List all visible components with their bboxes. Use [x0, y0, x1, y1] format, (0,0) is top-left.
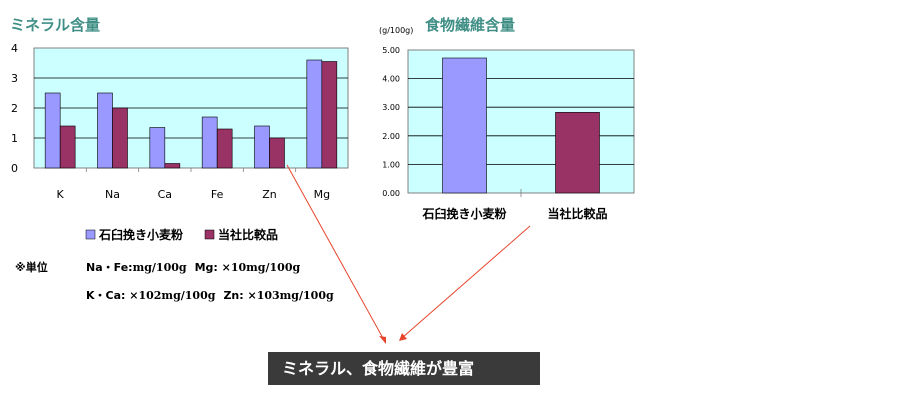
bar-stone-milled-Fe	[201, 116, 218, 169]
y-tick-label: 1	[11, 132, 18, 145]
bar-comparison-Ca	[164, 163, 181, 169]
x-category-label: Fe	[211, 188, 224, 201]
fiber-unit-label: (g/100g)	[379, 26, 413, 35]
banner-text: ミネラル、食物繊維が豊富	[282, 359, 474, 378]
y-tick-label: 5.00	[382, 46, 400, 55]
y-tick-label: 1.00	[382, 160, 400, 169]
x-category-label: Mg	[314, 188, 330, 201]
fiber-bar-stone-milled	[442, 57, 487, 194]
bar-stone-milled-Ca	[149, 127, 166, 169]
arrowhead-minerals	[379, 336, 386, 344]
mineral-chart-title: ミネラル含量	[10, 16, 100, 34]
bar-comparison-Zn	[269, 137, 285, 169]
x-category-label: 当社比較品	[547, 206, 607, 221]
conclusion-banner: ミネラル、食物繊維が豊富	[268, 352, 540, 385]
y-tick-label: 3.00	[382, 103, 400, 112]
bar-comparison-Na	[112, 107, 128, 169]
unit-note-label: ※単位	[15, 260, 48, 274]
bar-comparison-Fe	[216, 128, 233, 169]
arrow-from-minerals	[286, 164, 385, 341]
unit-note-line1: Na・Fe:mg/100g Mg: ×10mg/100g	[86, 261, 300, 274]
arrows	[286, 164, 531, 344]
unit-notes: ※単位 Na・Fe:mg/100g Mg: ×10mg/100g K・Ca: ×1…	[15, 260, 334, 302]
fiber-plot-area	[407, 49, 635, 194]
fiber-chart: 食物繊維含量 (g/100g) 0.00 1.00 2.00 3.00 4.00 5.00…	[379, 16, 635, 221]
bar-stone-milled-Mg	[306, 59, 323, 169]
y-tick-label: 3	[11, 72, 18, 85]
banner-background	[268, 352, 540, 385]
bar-stone-milled-K	[44, 92, 61, 169]
legend-label-stone-milled: 石臼挽き小麦粉	[98, 227, 183, 242]
y-tick-label: 4.00	[382, 75, 400, 84]
y-tick-label: 0	[11, 162, 18, 175]
x-category-label: Zn	[262, 188, 277, 201]
bar-comparison-K	[59, 125, 76, 169]
arrow-from-fiber	[402, 225, 531, 338]
legend-swatch-comparison	[204, 229, 215, 240]
y-tick-label: 2.00	[382, 132, 400, 141]
fiber-bar-comparison	[555, 112, 600, 194]
y-tick-label: 2	[11, 102, 18, 115]
legend-swatch-stone-milled	[85, 229, 96, 240]
y-tick-label: 4	[11, 42, 18, 55]
bar-stone-milled-Zn	[254, 125, 270, 169]
legend-label-comparison: 当社比較品	[218, 227, 278, 242]
y-tick-label: 0.00	[382, 189, 400, 198]
arrowhead-fiber	[399, 333, 407, 341]
fiber-chart-title: 食物繊維含量	[425, 16, 515, 34]
unit-note-line2: K・Ca: ×102mg/100g Zn: ×103mg/100g	[86, 289, 334, 302]
bar-stone-milled-Na	[97, 92, 113, 169]
mineral-legend: 石臼挽き小麦粉 当社比較品	[85, 227, 278, 242]
mineral-chart: ミネラル含量 0 1 2 3 4 K Na Ca Fe Zn Mg 石臼挽き小麦粉 当社比較品	[10, 16, 349, 242]
x-category-label: Na	[105, 188, 120, 201]
x-category-label: 石臼挽き小麦粉	[421, 206, 506, 221]
x-category-label: Ca	[158, 188, 172, 201]
x-category-label: K	[57, 188, 65, 201]
bar-comparison-Mg	[321, 61, 338, 169]
